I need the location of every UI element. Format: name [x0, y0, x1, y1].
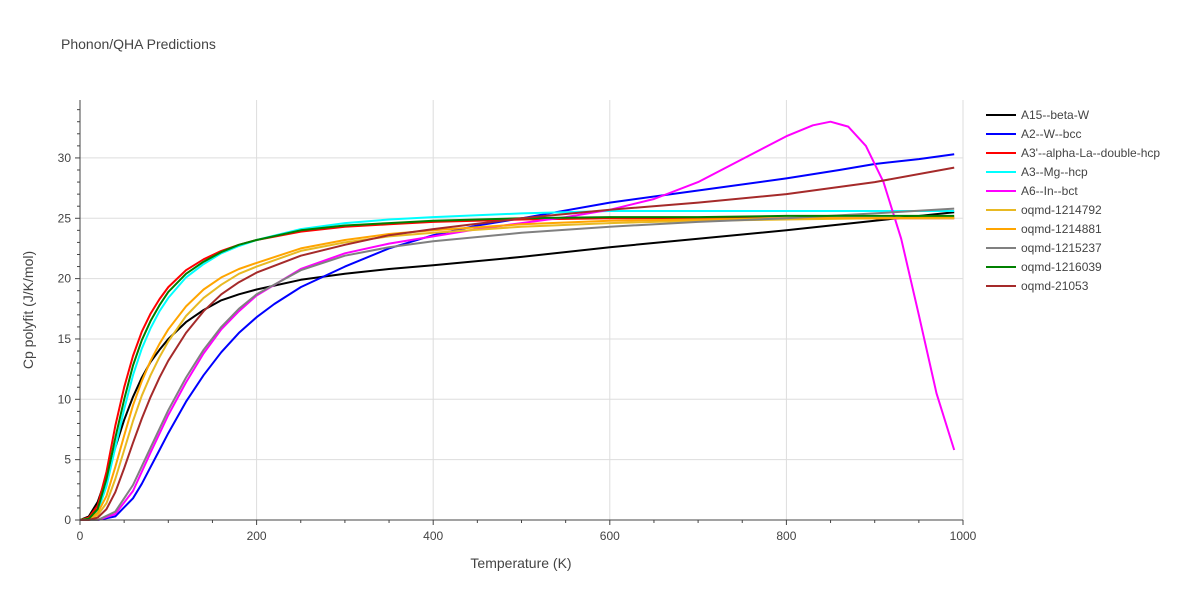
series-line-7 — [80, 207, 955, 521]
x-tick-label: 1000 — [950, 529, 977, 543]
legend-item-label[interactable]: oqmd-1216039 — [1021, 260, 1102, 274]
axes: 0 200 400 600 800 1000 0 5 10 15 20 25 30 — [58, 100, 977, 543]
legend-item-label[interactable]: A15--beta-W — [1021, 108, 1090, 122]
series-line-8 — [79, 214, 955, 521]
legend-item-label[interactable]: A6--In--bct — [1021, 184, 1078, 198]
y-tick-label: 0 — [64, 513, 71, 527]
series-line-9 — [80, 166, 955, 521]
grid — [80, 100, 964, 520]
legend-item-label[interactable]: A2--W--bcc — [1021, 127, 1081, 141]
x-tick-label: 400 — [423, 529, 443, 543]
legend-item-label[interactable]: oqmd-1215237 — [1021, 241, 1102, 255]
series-line-4 — [80, 120, 956, 521]
legend-item-label[interactable]: oqmd-1214881 — [1021, 222, 1102, 236]
y-tick-label: 15 — [58, 332, 72, 346]
chart-title: Phonon/QHA Predictions — [61, 36, 216, 52]
legend-item-label[interactable]: A3--Mg--hcp — [1021, 165, 1088, 179]
x-tick-label: 200 — [247, 529, 267, 543]
series-line-5 — [79, 217, 955, 521]
y-tick-label: 10 — [58, 392, 72, 406]
x-axis-title: Temperature (K) — [470, 555, 571, 571]
series-line-6 — [79, 216, 955, 521]
series-line-1 — [80, 153, 955, 521]
series-lines — [79, 120, 956, 521]
y-tick-label: 30 — [58, 151, 72, 165]
series-line-2 — [79, 217, 955, 521]
legend: A15--beta-W A2--W--bcc A3'--alpha-La--doub… — [986, 108, 1160, 293]
y-tick-label: 25 — [58, 211, 72, 225]
y-tick-label: 20 — [58, 272, 72, 286]
x-tick-label: 800 — [776, 529, 796, 543]
legend-item-label[interactable]: oqmd-21053 — [1021, 279, 1089, 293]
y-tick-label: 5 — [64, 453, 71, 467]
legend-item-label[interactable]: oqmd-1214792 — [1021, 203, 1102, 217]
y-axis-title: Cp polyfit (J/K/mol) — [20, 251, 36, 369]
x-tick-label: 600 — [600, 529, 620, 543]
legend-item-label[interactable]: A3'--alpha-La--double-hcp — [1021, 146, 1160, 160]
x-tick-label: 0 — [77, 529, 84, 543]
